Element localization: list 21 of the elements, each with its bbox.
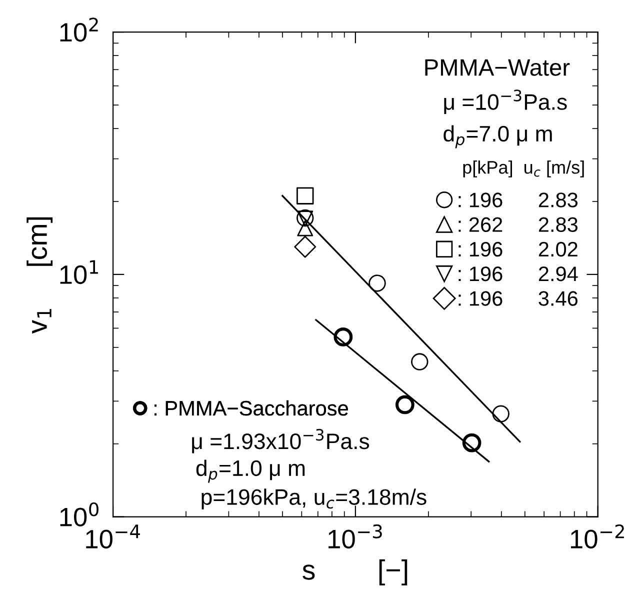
- x-axis-title: s [−]: [302, 559, 408, 586]
- annotation: p=196kPa, u$_{c}$=3.18m/s: [202, 488, 426, 510]
- annotation: μ =1.93x10$^{−3}$Pa.s: [192, 428, 370, 454]
- annotation: μ =10$^{−3}$Pa.s: [444, 90, 567, 114]
- y-tick-label: 10$^{2}$: [60, 18, 98, 42]
- y-tick-label: 10$^{0}$: [60, 502, 98, 526]
- legend-label: : 196 2.02: [458, 242, 578, 257]
- x-tick-label: 10$^{−2}$: [570, 524, 624, 548]
- x-tick-label: 10$^{−3}$: [328, 524, 382, 548]
- annotation: PMMA−Water: [425, 59, 570, 76]
- x-tick-label: 10$^{−4}$: [86, 524, 140, 548]
- annotation: d$_{p}$=7.0 μ m: [444, 125, 552, 148]
- y-tick-label: 10$^{1}$: [60, 260, 98, 284]
- legend-label: : 196 2.94: [458, 266, 578, 282]
- text: v$_{1}$ [cm]: [26, 217, 53, 334]
- annotation: d$_{p}$=1.0 μ m: [196, 460, 305, 483]
- annotation: p[kPa] u$_{c}$ [m/s]: [463, 160, 584, 178]
- legend-label: : PMMA−Saccharose: [154, 400, 348, 416]
- legend-label: : 196 2.83: [458, 192, 578, 208]
- legend-label: : 262 2.83: [458, 217, 578, 232]
- legend-label: : 196 3.46: [458, 291, 578, 306]
